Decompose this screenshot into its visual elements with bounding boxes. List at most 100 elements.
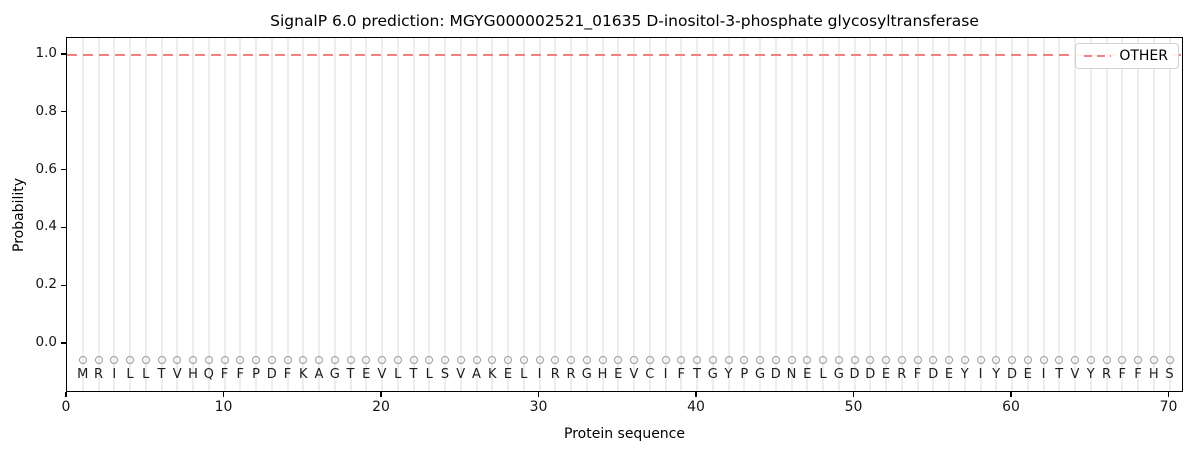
x-tick-label: 70 bbox=[1159, 399, 1178, 415]
gridline bbox=[365, 38, 368, 391]
residue-marker bbox=[456, 355, 465, 364]
residue-marker bbox=[126, 355, 134, 364]
gridline bbox=[774, 38, 777, 391]
residue-letter: D bbox=[266, 367, 277, 382]
residue-letter: I bbox=[978, 367, 983, 382]
gridline bbox=[333, 38, 336, 391]
gridline bbox=[916, 38, 919, 391]
residue-marker bbox=[598, 355, 607, 364]
residue-letter: N bbox=[786, 367, 797, 382]
residue-marker bbox=[378, 355, 386, 364]
residue-letter: P bbox=[740, 367, 749, 382]
gridline bbox=[585, 38, 588, 391]
residue-letter: T bbox=[409, 367, 418, 382]
residue-marker bbox=[1071, 355, 1079, 364]
gridline bbox=[1058, 38, 1061, 391]
residue-letter: G bbox=[707, 367, 718, 382]
x-tick bbox=[1167, 392, 1170, 397]
residue-letter: F bbox=[220, 367, 229, 382]
gridline bbox=[160, 38, 163, 391]
y-axis-label: Probability bbox=[11, 177, 27, 253]
residue-marker bbox=[677, 355, 686, 364]
residue-marker bbox=[283, 355, 292, 364]
residue-marker bbox=[913, 355, 922, 364]
residue-letter: C bbox=[645, 367, 655, 382]
gridline bbox=[1137, 38, 1139, 391]
gridline bbox=[948, 38, 950, 391]
residue-letter: E bbox=[614, 367, 623, 382]
gridline bbox=[1168, 38, 1171, 391]
residue-marker bbox=[866, 355, 875, 364]
residue-marker bbox=[252, 355, 260, 364]
residue-marker bbox=[945, 355, 953, 364]
gridline bbox=[223, 38, 226, 391]
residue-letter: F bbox=[236, 367, 244, 382]
residue-marker bbox=[519, 355, 528, 364]
residue-marker bbox=[1118, 355, 1127, 364]
residue-marker bbox=[472, 355, 481, 364]
residue-marker bbox=[425, 355, 434, 364]
chart-title: SignalP 6.0 prediction: MGYG000002521_01… bbox=[270, 12, 979, 30]
residue-letter: P bbox=[252, 367, 260, 382]
residue-letter: G bbox=[833, 367, 844, 382]
residue-letter: F bbox=[1118, 367, 1126, 382]
residue-marker bbox=[787, 355, 796, 364]
residue-marker bbox=[740, 355, 749, 364]
residue-letter: T bbox=[157, 367, 166, 382]
gridline bbox=[680, 38, 683, 391]
residue-letter: L bbox=[425, 367, 433, 382]
residue-letter: V bbox=[629, 367, 639, 382]
residue-letter: D bbox=[928, 367, 939, 382]
residue-letter: I bbox=[112, 367, 117, 382]
gridline bbox=[459, 38, 462, 391]
x-tick bbox=[537, 392, 540, 397]
y-tick-label: 0.8 bbox=[35, 102, 57, 119]
residue-letter: I bbox=[1041, 367, 1046, 382]
residue-letter: M bbox=[77, 367, 89, 382]
residue-marker bbox=[976, 355, 985, 364]
residue-letter: V bbox=[377, 367, 387, 382]
y-tick-label: 0.2 bbox=[35, 276, 57, 293]
residue-marker bbox=[1134, 355, 1142, 364]
x-tick bbox=[695, 392, 697, 397]
residue-marker bbox=[504, 355, 512, 364]
residue-letter: Y bbox=[1086, 367, 1095, 382]
residue-letter: E bbox=[503, 367, 513, 382]
gridline bbox=[1105, 38, 1108, 391]
gridline bbox=[885, 38, 887, 391]
gridline bbox=[302, 38, 305, 391]
gridline bbox=[696, 38, 698, 391]
residue-letter: A bbox=[314, 367, 324, 382]
residue-marker bbox=[1023, 355, 1032, 364]
gridline bbox=[1121, 38, 1124, 391]
residue-marker bbox=[1149, 355, 1158, 364]
gridline bbox=[869, 38, 872, 391]
residue-letter: K bbox=[298, 367, 308, 382]
residue-marker bbox=[1039, 355, 1048, 364]
gridline bbox=[648, 38, 651, 391]
gridline bbox=[743, 38, 746, 391]
residue-marker bbox=[1165, 355, 1174, 364]
residue-letter: H bbox=[1148, 367, 1159, 382]
gridline bbox=[727, 38, 730, 391]
residue-marker bbox=[220, 355, 229, 364]
gridline bbox=[144, 38, 147, 391]
x-tick-label: 0 bbox=[61, 399, 71, 415]
x-tick-label: 50 bbox=[844, 399, 863, 415]
gridline bbox=[790, 38, 793, 391]
gridline bbox=[570, 38, 572, 391]
residue-marker bbox=[299, 355, 308, 364]
gridline bbox=[759, 38, 761, 391]
gridline bbox=[617, 38, 620, 391]
residue-letter: E bbox=[881, 367, 891, 382]
residue-marker bbox=[992, 355, 1001, 364]
y-tick bbox=[61, 111, 66, 113]
residue-letter: F bbox=[913, 367, 922, 382]
gridline bbox=[963, 38, 966, 391]
residue-marker bbox=[267, 355, 276, 364]
residue-marker bbox=[110, 355, 119, 364]
y-tick-label: 0.4 bbox=[35, 218, 57, 235]
residue-letter: I bbox=[663, 367, 668, 382]
other-probability-line bbox=[67, 54, 1182, 56]
